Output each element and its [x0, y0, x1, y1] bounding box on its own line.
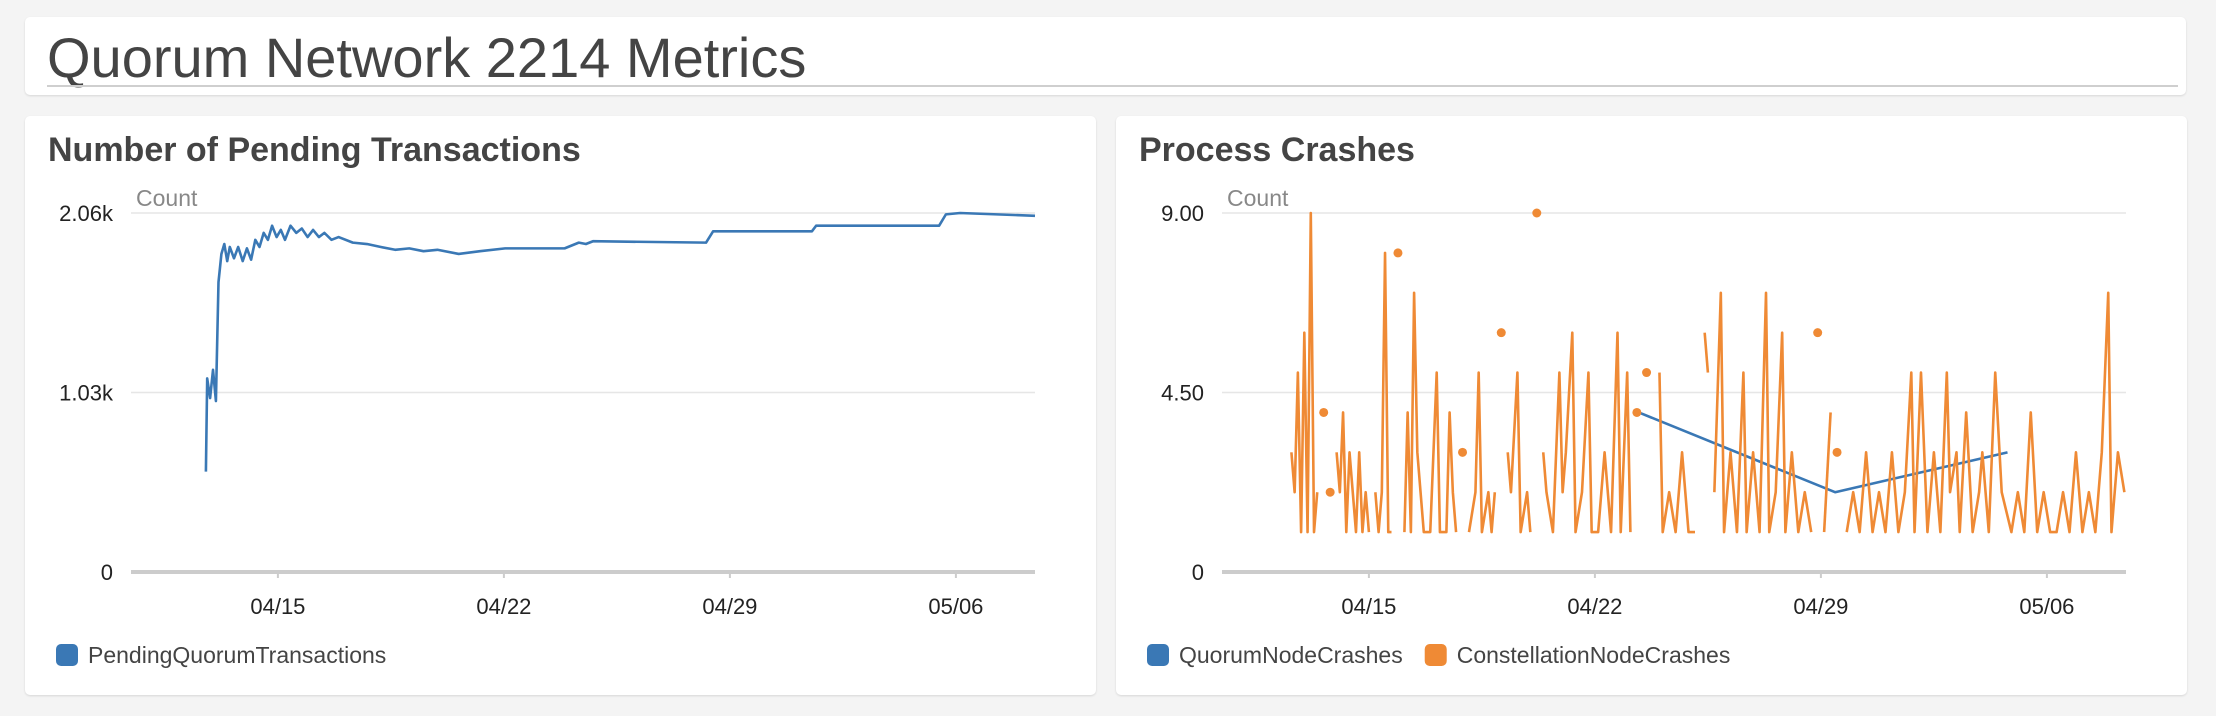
- y-tick-label: 0: [101, 560, 113, 585]
- x-tick-label: 04/22: [476, 594, 531, 619]
- y-tick-label: 2.06k: [59, 201, 114, 226]
- data-point: [1832, 447, 1842, 457]
- chart-title: Number of Pending Transactions: [48, 131, 581, 169]
- panel: Process Crashes Count 0 4.50 9.00 04/15 04/22 0…: [1116, 116, 2187, 695]
- legend-label: PendingQuorumTransactions: [88, 642, 386, 668]
- data-line: [1703, 332, 1710, 373]
- data-line: [1403, 291, 1458, 534]
- panel: Number of Pending Transactions Count 0 1.03…: [25, 116, 1096, 695]
- data-line: [1506, 371, 1532, 534]
- data-point: [1813, 328, 1823, 338]
- data-point: [1319, 407, 1329, 417]
- data-point: [1532, 208, 1542, 218]
- x-tick-label: 04/29: [1793, 594, 1848, 619]
- y-tick-label: 0: [1192, 560, 1204, 585]
- legend-swatch: [1147, 644, 1169, 666]
- y-tick-label: 4.50: [1161, 381, 1204, 406]
- legend-label: ConstellationNodeCrashes: [1457, 642, 1731, 668]
- data-point: [1393, 248, 1403, 258]
- data-point: [1496, 328, 1506, 338]
- data-line: [1658, 372, 1695, 534]
- y-tick-label: 9.00: [1161, 201, 1204, 226]
- data-line: [1374, 251, 1392, 534]
- x-tick-label: 04/15: [1341, 594, 1396, 619]
- data-point: [1458, 447, 1468, 457]
- legend-swatch: [56, 644, 78, 666]
- x-tick-label: 05/06: [928, 594, 983, 619]
- chart-title: Process Crashes: [1139, 131, 1415, 169]
- page-title: Quorum Network 2214 Metrics: [47, 26, 807, 89]
- axis-label: Count: [1227, 185, 1289, 211]
- data-line: [1290, 211, 1319, 534]
- x-tick-label: 04/29: [702, 594, 757, 619]
- data-point: [1642, 368, 1652, 378]
- data-point: [1325, 487, 1335, 497]
- title-rule: [47, 85, 2178, 87]
- data-line: [204, 211, 1036, 472]
- chart: Number of Pending Transactions Count 0 1.03…: [48, 131, 1036, 668]
- data-line: [1541, 331, 1632, 534]
- x-tick-label: 05/06: [2019, 594, 2074, 619]
- chart: Process Crashes Count 0 4.50 9.00 04/15 04/22 0…: [1139, 131, 2126, 668]
- data-line: [1713, 291, 1813, 534]
- y-tick-label: 1.03k: [59, 381, 114, 406]
- data-point: [1632, 407, 1642, 417]
- data-line: [1335, 411, 1371, 534]
- legend-swatch: [1424, 644, 1447, 666]
- x-tick-label: 04/22: [1567, 594, 1622, 619]
- legend-label: QuorumNodeCrashes: [1179, 642, 1403, 668]
- data-line: [1845, 291, 2126, 534]
- data-line: [1822, 412, 1832, 533]
- header: Quorum Network 2214 Metrics: [25, 17, 2186, 95]
- axis-label: Count: [136, 185, 198, 211]
- data-line: [1467, 371, 1497, 534]
- x-tick-label: 04/15: [250, 594, 305, 619]
